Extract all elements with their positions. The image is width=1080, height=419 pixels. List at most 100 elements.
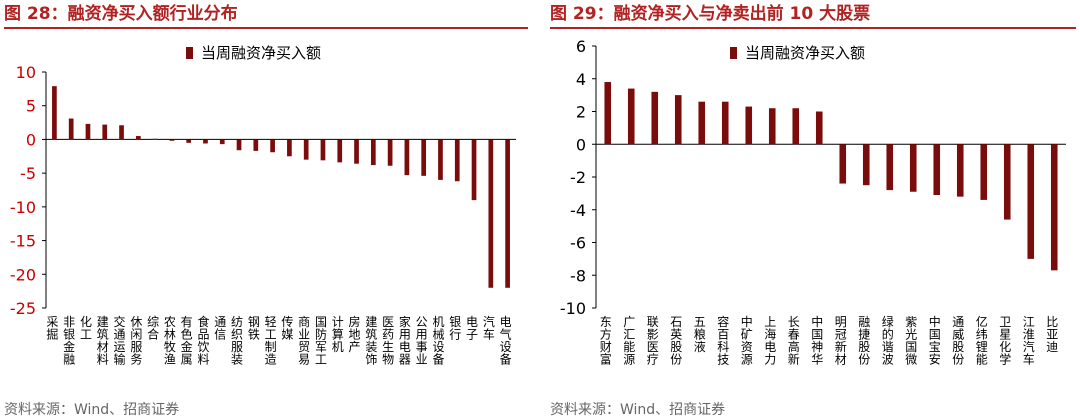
bar-融捷股份 (862, 144, 870, 186)
bar-容百科技 (721, 101, 729, 145)
bar-农林牧渔 (169, 139, 175, 141)
bar-医药生物 (387, 139, 393, 166)
bar-江淮汽车 (1027, 144, 1035, 259)
bar-通威股份 (956, 144, 964, 197)
y-tick-label: -5 (20, 164, 36, 183)
bar-石英股份 (674, 95, 682, 145)
bar-化工 (85, 123, 91, 140)
y-tick-label: -6 (570, 234, 586, 253)
category-label: 非银金融 (63, 315, 75, 367)
category-label: 房地产 (349, 314, 361, 354)
category-label: 化工 (80, 315, 92, 342)
category-label: 融捷股份 (858, 315, 870, 367)
category-label: 有色金属 (181, 315, 193, 367)
bar-上海电力 (768, 108, 776, 145)
category-label: 综合 (147, 315, 159, 342)
bar-家用电器 (404, 139, 410, 176)
category-label: 农林牧渔 (164, 315, 176, 367)
category-label: 中矿资源 (741, 314, 753, 367)
category-label: 交通运输 (114, 314, 126, 367)
category-label: 建筑装饰 (365, 315, 377, 367)
bar-紫光国微 (909, 144, 917, 192)
bar-休闲服务 (135, 136, 141, 140)
figure-28-title-rule (4, 27, 528, 29)
bar-卫星化学 (1003, 144, 1011, 220)
category-label: 医药生物 (382, 315, 394, 367)
category-label: 采掘 (46, 315, 58, 342)
figure-29-title-rule (550, 27, 1076, 29)
category-label: 钢铁 (248, 315, 260, 342)
bar-电气设备 (505, 139, 510, 288)
bar-采掘 (52, 86, 57, 140)
category-label: 绿的谐波 (882, 314, 894, 367)
category-label: 联影医疗 (647, 315, 659, 367)
category-label: 比亚迪 (1046, 315, 1058, 354)
category-label: 五粮液 (694, 315, 706, 354)
bar-商业贸易 (303, 139, 309, 160)
bar-通信 (219, 139, 225, 145)
bar-传媒 (287, 139, 292, 157)
bar-房地产 (354, 139, 359, 164)
category-label: 休闲服务 (130, 315, 142, 367)
bar-纺织服装 (236, 139, 242, 151)
category-label: 传媒 (281, 314, 293, 342)
category-label: 食品饮料 (197, 314, 209, 367)
y-tick-label: 4 (576, 70, 586, 89)
y-tick-label: 2 (576, 103, 586, 122)
y-tick-label: -25 (10, 299, 36, 318)
figure-29-source: 资料来源：Wind、招商证券 (550, 402, 726, 418)
bar-中矿资源 (745, 106, 753, 145)
y-tick-label: 10 (16, 63, 36, 82)
bar-国防军工 (320, 139, 326, 161)
category-label: 长春高新 (788, 315, 800, 367)
category-label: 明冠新材 (835, 315, 847, 367)
legend-label: 当周融资净买入额 (745, 44, 865, 62)
category-label: 上海电力 (764, 315, 776, 367)
category-label: 电气设备 (500, 315, 512, 367)
y-tick-label: 0 (576, 135, 586, 154)
category-label: 纺织服装 (231, 315, 243, 367)
bar-联影医疗 (651, 91, 659, 145)
bar-广汇能源 (627, 88, 635, 145)
figure-29-title: 图 29：融资净买入与净卖出前 10 大股票 (550, 4, 871, 24)
bar-银行 (454, 139, 460, 182)
legend-swatch (186, 47, 193, 59)
category-label: 中国宝安 (929, 314, 941, 367)
bar-汽车 (488, 139, 494, 288)
category-label: 电子 (466, 315, 478, 342)
bar-综合 (152, 138, 158, 140)
bar-东方财富 (604, 82, 612, 145)
y-tick-label: -10 (10, 198, 36, 217)
category-label: 江淮汽车 (1023, 315, 1035, 367)
bar-交通运输 (119, 125, 124, 140)
category-label: 容百科技 (717, 314, 729, 367)
bar-食品饮料 (203, 139, 208, 144)
category-label: 商业贸易 (298, 314, 310, 367)
bar-建筑材料 (102, 124, 108, 140)
bar-非银金融 (68, 118, 74, 140)
bar-绿的谐波 (886, 144, 894, 191)
figure-28-source: 资料来源：Wind、招商证券 (4, 402, 180, 418)
category-label: 国防军工 (315, 315, 327, 367)
category-label: 卫星化学 (999, 315, 1011, 367)
category-label: 通威股份 (952, 315, 964, 367)
bar-明冠新材 (839, 144, 847, 184)
top-stock-net-buy-chart: 6 4 2 0 -2 -4 -6 -8 -10 当周融资净买入额东方财富广汇能源联影医疗石英股份五… (560, 37, 1066, 367)
y-tick-label: -20 (10, 265, 36, 284)
bar-建筑装饰 (370, 139, 376, 166)
bar-公用事业 (421, 139, 427, 176)
category-label: 公用事业 (416, 315, 428, 367)
category-label: 东方财富 (600, 315, 612, 367)
bar-中国神华 (815, 111, 823, 145)
bar-有色金属 (186, 139, 192, 143)
category-label: 机械设备 (432, 315, 444, 367)
bar-机械设备 (438, 139, 443, 180)
legend-swatch (730, 47, 737, 59)
category-label: 紫光国微 (905, 315, 917, 367)
category-label: 中国神华 (811, 314, 823, 367)
bar-轻工制造 (270, 139, 275, 153)
y-tick-label: 6 (576, 37, 586, 56)
bar-钢铁 (253, 139, 259, 151)
industry-net-buy-chart: 10 5 0 -5 -10 -15 -20 -25 当周融资净买入额采掘非银金融化工建筑材料交通… (10, 44, 516, 367)
y-tick-label: -4 (570, 201, 586, 220)
